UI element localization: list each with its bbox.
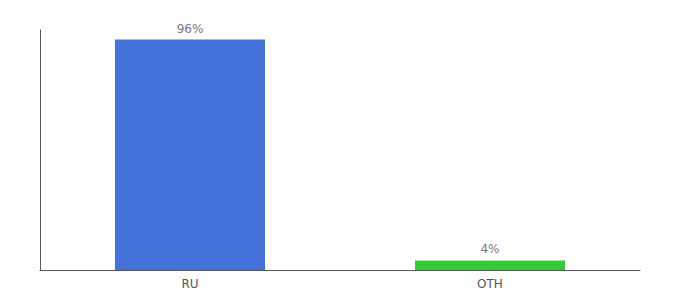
svg-text:96%: 96%	[177, 22, 204, 36]
svg-text:RU: RU	[181, 277, 198, 291]
svg-text:OTH: OTH	[477, 277, 503, 291]
svg-text:4%: 4%	[480, 242, 499, 256]
